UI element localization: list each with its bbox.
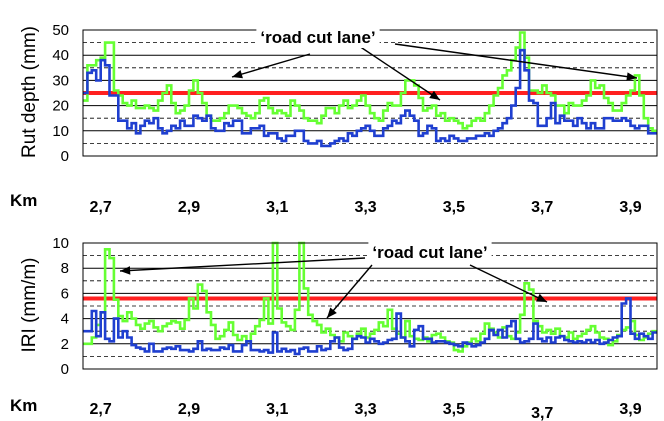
iri-x-tick-label: 3,1 bbox=[266, 401, 288, 418]
iri-annotation-arrowhead bbox=[536, 293, 547, 302]
rut-depth-x-tick-label: 3,1 bbox=[266, 199, 288, 216]
rut-depth-y-axis-title: Rut depth (mm) bbox=[19, 26, 40, 158]
rut-depth-annotation-arrowhead bbox=[232, 70, 243, 79]
rut-depth-x-tick-label: 3,3 bbox=[354, 199, 376, 216]
rut-depth-series bbox=[83, 31, 657, 148]
iri-annotation: ‘road cut lane’ bbox=[119, 242, 548, 319]
rut-depth-y-tick-label: 50 bbox=[52, 22, 69, 39]
rut-depth-annotation-arrow bbox=[394, 43, 638, 79]
rut-depth-annotation: ‘road cut lane’ bbox=[231, 27, 638, 101]
rut-depth-annotation-label: ‘road cut lane’ bbox=[260, 28, 375, 47]
rut-depth-annotation-arrowhead bbox=[429, 90, 440, 100]
iri-y-ticks: 0 2 4 6 8 10 bbox=[52, 235, 69, 378]
rut-depth-y-tick-label: 20 bbox=[52, 98, 69, 115]
rut-depth-y-tick-label: 30 bbox=[52, 72, 69, 89]
iri-y-tick-label: 8 bbox=[61, 260, 69, 277]
iri-annotation-arrowhead bbox=[120, 266, 131, 275]
iri-x-axis-label: Km bbox=[10, 396, 37, 415]
rut-depth-annotation-background bbox=[256, 27, 380, 48]
iri-y-tick-label: 6 bbox=[61, 285, 69, 302]
rut-depth-y-tick-label: 10 bbox=[52, 123, 69, 140]
rut-depth-annotation-arrow bbox=[355, 43, 441, 101]
iri-series-blue bbox=[83, 297, 657, 356]
rut-depth-annotation-arrowhead bbox=[626, 72, 637, 81]
iri-y-tick-label: 10 bbox=[52, 235, 69, 252]
rut-depth-x-tick-label: 2,7 bbox=[90, 199, 112, 216]
iri-annotation-background bbox=[368, 242, 492, 263]
rut-depth-chart: Rut depth (mm) 0 10 20 30 40 50 ‘road cut lan… bbox=[10, 22, 658, 216]
iri-x-tick-label: 2,7 bbox=[90, 401, 112, 418]
rut-depth-x-ticks: 2,7 2,9 3,1 3,3 3,5 3,7 3,9 bbox=[90, 199, 642, 216]
rut-depth-x-axis-label: Km bbox=[10, 191, 37, 210]
iri-chart: IRI (mm/m) 0 2 4 6 8 10 ‘road cut lane’ Km 2,… bbox=[10, 235, 658, 421]
rut-depth-annotation-arrow bbox=[231, 53, 311, 78]
rut-depth-series-blue bbox=[83, 48, 657, 148]
iri-y-axis-title: IRI (mm/m) bbox=[19, 258, 40, 353]
iri-annotation-arrow bbox=[119, 257, 366, 272]
rut-depth-x-tick-label: 3,7 bbox=[531, 199, 553, 216]
iri-annotation-arrowhead bbox=[327, 307, 337, 318]
iri-annotation-arrow bbox=[326, 264, 373, 319]
iri-x-tick-label: 2,9 bbox=[178, 401, 200, 418]
rut-depth-y-tick-label: 0 bbox=[61, 148, 69, 165]
rut-depth-y-tick-label: 40 bbox=[52, 47, 69, 64]
iri-annotation-arrow bbox=[469, 264, 548, 303]
iri-x-ticks: 2,7 2,9 3,1 3,3 3,5 3,7 3,9 bbox=[90, 401, 642, 421]
rut-depth-x-tick-label: 3,5 bbox=[443, 199, 465, 216]
iri-x-tick-label: 3,7 bbox=[531, 405, 553, 421]
iri-x-tick-label: 3,9 bbox=[619, 401, 641, 418]
iri-x-tick-label: 3,5 bbox=[443, 401, 465, 418]
rut-depth-x-tick-label: 2,9 bbox=[178, 199, 200, 216]
rut-depth-x-tick-label: 3,9 bbox=[619, 199, 641, 216]
iri-y-tick-label: 2 bbox=[61, 336, 69, 353]
iri-annotation-label: ‘road cut lane’ bbox=[372, 243, 487, 262]
iri-y-tick-label: 0 bbox=[61, 361, 69, 378]
rut-depth-y-ticks: 0 10 20 30 40 50 bbox=[52, 22, 69, 165]
iri-y-tick-label: 4 bbox=[61, 311, 69, 328]
iri-series bbox=[83, 241, 657, 356]
iri-x-tick-label: 3,3 bbox=[354, 401, 376, 418]
rut-depth-series-green bbox=[83, 31, 657, 133]
